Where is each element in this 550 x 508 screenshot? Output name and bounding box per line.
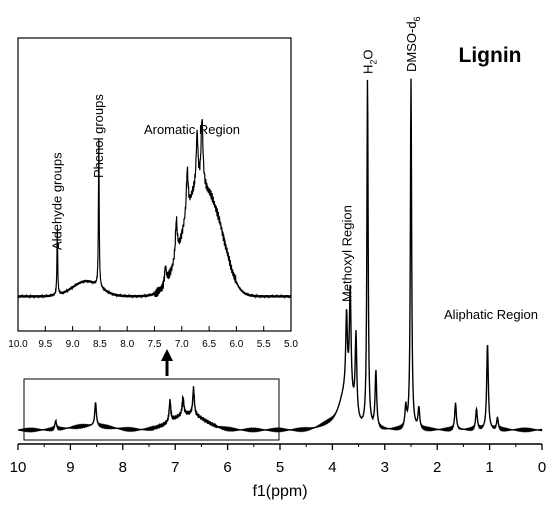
x-axis-label: f1(ppm) — [252, 483, 307, 500]
aromatic-region-label: Aromatic Region — [144, 122, 240, 137]
inset-x-tick-label: 9.5 — [38, 339, 52, 350]
inset-frame — [17, 37, 292, 332]
inset-x-tick-label: 6.0 — [229, 339, 243, 350]
x-tick-label: 1 — [485, 459, 493, 476]
x-tick-label: 4 — [328, 459, 336, 476]
inset-x-tick-label: 6.5 — [202, 339, 216, 350]
main-spectrum-line — [17, 78, 543, 433]
aldehyde-groups-label: Aldehyde groups — [49, 152, 64, 250]
phenol-groups-label: Phenol groups — [91, 94, 106, 178]
inset-x-tick-label: 5.5 — [257, 339, 271, 350]
inset-annotations: Aldehyde groups Phenol groups Aromatic Reg… — [49, 94, 240, 250]
zoom-arrow-head — [161, 349, 173, 361]
h2o-label: H2O — [361, 49, 379, 74]
x-tick-label: 3 — [381, 459, 389, 476]
inset-x-tick-label: 8.0 — [120, 339, 134, 350]
inset-panel: 10.0 9.5 9.0 8.5 8.0 7.5 7.0 6.5 6.0 5.5 5.0 Aldeh… — [8, 37, 298, 350]
zoom-region-box — [23, 378, 280, 441]
x-tick-label: 5 — [276, 459, 284, 476]
inset-x-tick-label: 7.0 — [175, 339, 189, 350]
inset-x-tick-label: 7.5 — [148, 339, 162, 350]
main-annotations: Methoxyl Region H2O DMSO-d6 Aliphatic Regio… — [340, 16, 538, 322]
x-tick-label: 9 — [66, 459, 74, 476]
chart-title: Lignin — [459, 44, 522, 67]
inset-spectrum-line — [17, 118, 292, 300]
x-tick-label: 10 — [10, 459, 27, 476]
inset-x-tick-label: 10.0 — [8, 339, 28, 350]
x-tick-label: 0 — [538, 459, 546, 476]
x-axis-ticks: 10 9 8 7 6 5 4 3 2 1 0 — [10, 444, 546, 476]
inset-x-tick-label: 9.0 — [66, 339, 80, 350]
aliphatic-region-label: Aliphatic Region — [444, 307, 538, 322]
main-panel: Lignin 10 9 8 7 6 5 4 3 2 1 0 f1(ppm) Methoxyl Reg… — [10, 16, 547, 500]
x-tick-label: 7 — [171, 459, 179, 476]
inset-x-axis-ticks: 10.0 9.5 9.0 8.5 8.0 7.5 7.0 6.5 6.0 5.5 5.0 — [8, 326, 298, 350]
x-tick-label: 8 — [119, 459, 127, 476]
x-tick-label: 2 — [433, 459, 441, 476]
inset-x-tick-label: 8.5 — [93, 339, 107, 350]
inset-x-tick-label: 5.0 — [284, 339, 298, 350]
dmso-label: DMSO-d6 — [404, 16, 422, 72]
x-tick-label: 6 — [223, 459, 231, 476]
methoxyl-region-label: Methoxyl Region — [340, 205, 355, 302]
